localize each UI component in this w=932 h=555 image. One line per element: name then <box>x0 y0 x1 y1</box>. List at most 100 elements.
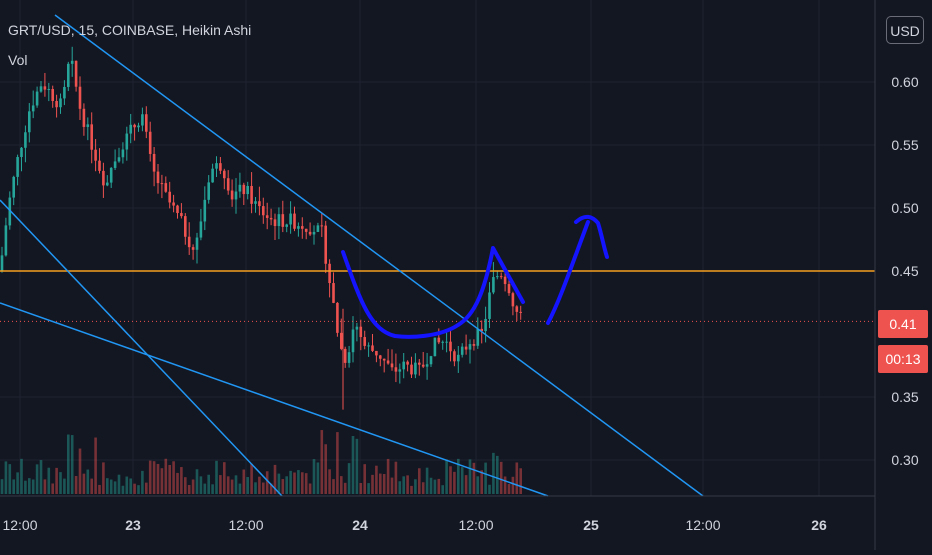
volume-bar <box>414 479 417 494</box>
volume-bar <box>67 434 70 494</box>
candle-body <box>289 213 292 225</box>
candle-body <box>390 363 394 368</box>
volume-bar <box>445 459 448 494</box>
candle-body <box>63 86 66 99</box>
candle-body <box>168 191 171 203</box>
candle-body <box>234 191 238 200</box>
candle-body <box>375 350 378 356</box>
price-tick-label: 0.55 <box>891 137 918 153</box>
candle-body <box>453 351 456 362</box>
candle-body <box>59 98 62 108</box>
volume-bar <box>437 478 441 494</box>
projection-arrow-drawing[interactable] <box>546 214 609 325</box>
cup-handle-drawing[interactable] <box>341 246 525 339</box>
candle-body <box>355 326 359 330</box>
volume-bar <box>480 470 483 494</box>
candle-body <box>67 63 70 87</box>
candle-body <box>359 326 363 338</box>
candle-body <box>223 170 226 179</box>
trendline-steep[interactable] <box>0 199 283 497</box>
volume-bar <box>301 472 304 494</box>
volume-bar <box>55 467 58 494</box>
candle-body <box>31 105 35 112</box>
candle-body <box>394 367 398 372</box>
volume-bar <box>484 462 487 494</box>
time-axis[interactable]: 12:00 23 12:00 24 12:00 25 12:00 26 <box>2 517 827 533</box>
candle-body <box>215 163 218 169</box>
candle-body <box>148 131 152 154</box>
candle-body <box>472 344 476 346</box>
volume-bar <box>507 484 511 494</box>
volume-bar <box>160 468 164 494</box>
candle-body <box>86 124 90 127</box>
volume-bar <box>230 479 234 494</box>
candle-body <box>371 345 374 351</box>
candle-body <box>347 352 351 363</box>
volume-bar <box>250 463 253 494</box>
candle-body <box>457 354 460 362</box>
volume-bar <box>258 476 261 494</box>
candle-body <box>28 111 31 133</box>
volume-bar <box>460 467 464 494</box>
volume-bar <box>74 475 78 494</box>
candle-body <box>156 171 160 184</box>
candle-body <box>332 283 335 303</box>
time-tick-label: 23 <box>125 517 141 533</box>
candle-body <box>301 226 304 229</box>
volume-bar <box>336 432 339 494</box>
candle-body <box>211 168 214 183</box>
drawing-layer[interactable] <box>0 14 875 497</box>
candle-body <box>414 362 417 375</box>
candle-body <box>219 163 222 171</box>
volume-bar <box>332 479 335 494</box>
volume-bar <box>4 461 8 494</box>
candle-body <box>308 231 312 235</box>
candle-body <box>250 185 253 204</box>
candle-body <box>488 292 491 319</box>
candle-body <box>340 332 343 349</box>
candle-body <box>265 215 269 218</box>
volume-bar <box>70 435 74 494</box>
candle-body <box>324 225 327 264</box>
volume-bar <box>156 463 160 494</box>
volume-bar <box>0 479 4 494</box>
trendline-lower[interactable] <box>0 302 549 497</box>
candle-body <box>246 185 249 195</box>
volume-bar <box>464 475 468 494</box>
volume-bar <box>129 478 132 494</box>
volume-bar <box>184 477 187 494</box>
candle-body <box>141 114 144 126</box>
volume-bar <box>234 475 238 494</box>
currency-button[interactable]: USD <box>886 16 924 44</box>
volume-legend: Vol <box>8 52 28 68</box>
price-axis[interactable]: 0.60 0.55 0.50 0.45 0.35 0.30 <box>891 74 918 468</box>
volume-bar <box>293 472 296 494</box>
volume-bar <box>457 458 460 494</box>
time-tick-label: 25 <box>583 517 599 533</box>
trendline-upper[interactable] <box>54 14 704 497</box>
candle-body <box>460 346 464 355</box>
candle-body <box>277 214 281 227</box>
candle-body <box>176 205 179 214</box>
volume-bar <box>16 472 19 494</box>
volume-bar <box>379 473 382 494</box>
volume-bar <box>421 482 425 494</box>
time-tick-label: 12:00 <box>228 517 263 533</box>
volume-bar <box>277 473 281 494</box>
volume-bar <box>382 473 386 494</box>
candle-body <box>51 89 54 101</box>
countdown-badge: 00:13 <box>878 345 928 373</box>
volume-bar <box>308 483 312 494</box>
volume-bar <box>145 482 148 494</box>
volume-bar <box>363 464 366 494</box>
time-tick-label: 12:00 <box>685 517 720 533</box>
volume-bar <box>180 467 183 494</box>
price-tick-label: 0.35 <box>891 389 918 405</box>
volume-bar <box>320 430 324 494</box>
candle-body <box>191 247 195 250</box>
candle-body <box>429 356 433 365</box>
volume-bar <box>109 479 113 494</box>
candle-body <box>379 355 382 359</box>
